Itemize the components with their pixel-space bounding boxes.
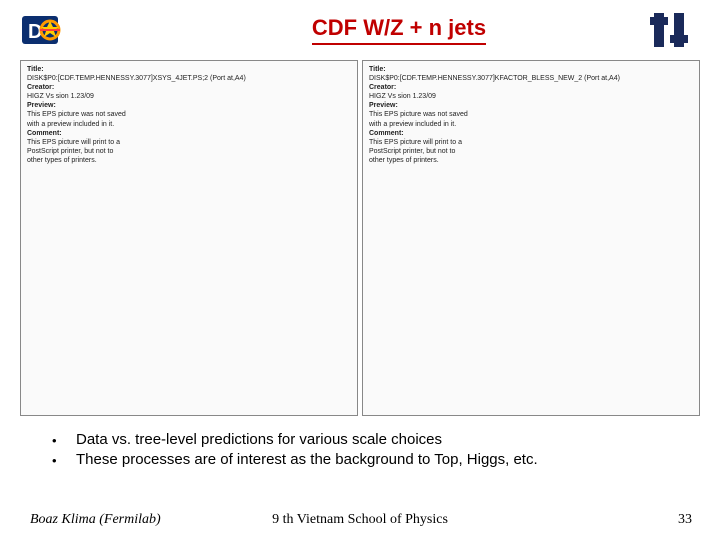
panel-text-line: other types of printers. <box>27 156 351 165</box>
panel-text-line: PostScript printer, but not to <box>369 147 693 156</box>
figure-area: Title:DISK$P0:[CDF.TEMP.HENNESSY.3077]XS… <box>0 56 720 416</box>
bullet-text: These processes are of interest as the b… <box>76 450 538 470</box>
title-container: CDF W/Z + n jets <box>80 15 648 45</box>
bullet-marker: • <box>52 432 62 450</box>
bullet-list: • Data vs. tree-level predictions for va… <box>0 416 720 471</box>
footer-event: 9 th Vietnam School of Physics <box>272 512 448 528</box>
panel-text-line: with a preview included in it. <box>369 120 693 129</box>
footer-author: Boaz Klima (Fermilab) <box>30 512 161 528</box>
panel-text-line: Preview: <box>27 101 351 110</box>
bullet-item: • Data vs. tree-level predictions for va… <box>52 430 690 450</box>
panel-text-line: DISK$P0:[CDF.TEMP.HENNESSY.3077]KFACTOR_… <box>369 74 693 83</box>
d0-logo: D <box>20 10 80 50</box>
panel-text-line: Title: <box>369 65 693 74</box>
eps-panel-right: Title:DISK$P0:[CDF.TEMP.HENNESSY.3077]KF… <box>362 60 700 416</box>
bullet-item: • These processes are of interest as the… <box>52 450 690 470</box>
panel-text-line: This EPS picture was not saved <box>27 110 351 119</box>
footer-pagenum: 33 <box>678 512 692 528</box>
panel-text-line: HIGZ Vs sion 1.23/09 <box>27 92 351 101</box>
panel-text-line: Creator: <box>27 83 351 92</box>
slide-title: CDF W/Z + n jets <box>312 15 486 45</box>
slide-header: D CDF W/Z + n jets <box>0 0 720 56</box>
panel-text-line: Title: <box>27 65 351 74</box>
panel-text-line: This EPS picture was not saved <box>369 110 693 119</box>
panel-text-line: Comment: <box>369 129 693 138</box>
panel-text-line: DISK$P0:[CDF.TEMP.HENNESSY.3077]XSYS_4JE… <box>27 74 351 83</box>
panel-text-line: Creator: <box>369 83 693 92</box>
panel-text-line: Preview: <box>369 101 693 110</box>
panel-text-line: PostScript printer, but not to <box>27 147 351 156</box>
panel-text-line: with a preview included in it. <box>27 120 351 129</box>
fermilab-logo <box>648 9 690 51</box>
panel-text-line: Comment: <box>27 129 351 138</box>
panel-text-line: This EPS picture will print to a <box>27 138 351 147</box>
panel-text-line: HIGZ Vs sion 1.23/09 <box>369 92 693 101</box>
panel-text-line: other types of printers. <box>369 156 693 165</box>
slide-footer: Boaz Klima (Fermilab) 9 th Vietnam Schoo… <box>0 512 720 528</box>
eps-panel-left: Title:DISK$P0:[CDF.TEMP.HENNESSY.3077]XS… <box>20 60 358 416</box>
bullet-marker: • <box>52 452 62 470</box>
bullet-text: Data vs. tree-level predictions for vari… <box>76 430 442 450</box>
panel-text-line: This EPS picture will print to a <box>369 138 693 147</box>
